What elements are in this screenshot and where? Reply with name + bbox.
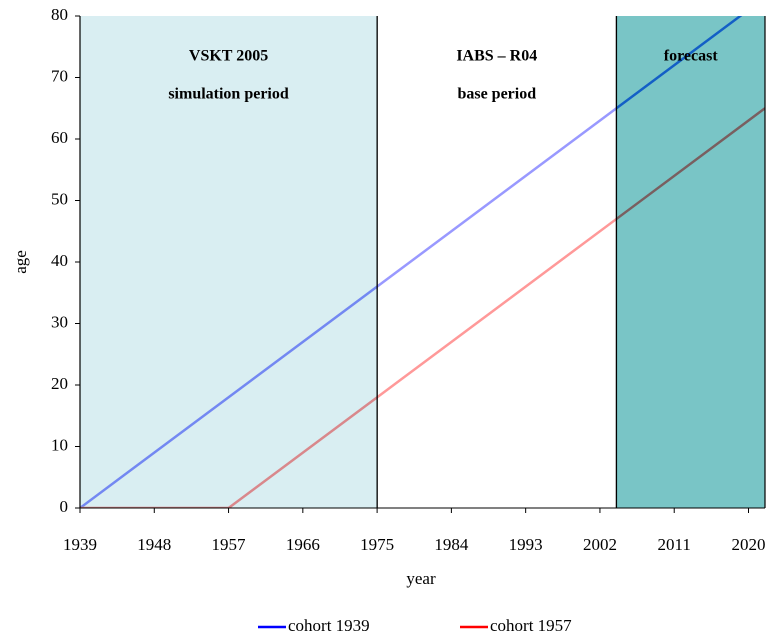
x-tick-label: 2020 (731, 535, 765, 554)
region (80, 16, 378, 508)
y-tick-label: 30 (51, 312, 68, 331)
x-tick-label: 1957 (212, 535, 247, 554)
y-tick-label: 70 (51, 66, 68, 85)
x-tick-label: 1975 (360, 535, 394, 554)
region-label: VSKT 2005 (189, 48, 268, 65)
x-tick-label: 2011 (658, 535, 691, 554)
region-label: IABS – R04 (456, 48, 537, 65)
region-label: base period (457, 86, 536, 103)
region-label: forecast (664, 48, 719, 65)
legend-label: cohort 1939 (288, 616, 370, 635)
legend-label: cohort 1957 (490, 616, 572, 635)
y-tick-label: 80 (51, 5, 68, 24)
region (616, 16, 765, 508)
y-tick-label: 40 (51, 251, 68, 270)
x-tick-label: 1984 (434, 535, 469, 554)
y-axis-label: age (11, 250, 30, 274)
plot (80, 16, 765, 508)
y-tick-label: 10 (51, 435, 68, 454)
x-tick-label: 1966 (286, 535, 320, 554)
x-tick-label: 1939 (63, 535, 97, 554)
region (377, 16, 617, 508)
x-tick-label: 1948 (137, 535, 171, 554)
x-tick-label: 1993 (509, 535, 543, 554)
x-axis-label: year (406, 569, 436, 588)
y-tick-label: 0 (60, 497, 69, 516)
y-tick-label: 50 (51, 189, 68, 208)
y-tick-label: 60 (51, 128, 68, 147)
region-label: simulation period (168, 86, 289, 103)
y-tick-label: 20 (51, 374, 68, 393)
x-tick-label: 2002 (583, 535, 617, 554)
